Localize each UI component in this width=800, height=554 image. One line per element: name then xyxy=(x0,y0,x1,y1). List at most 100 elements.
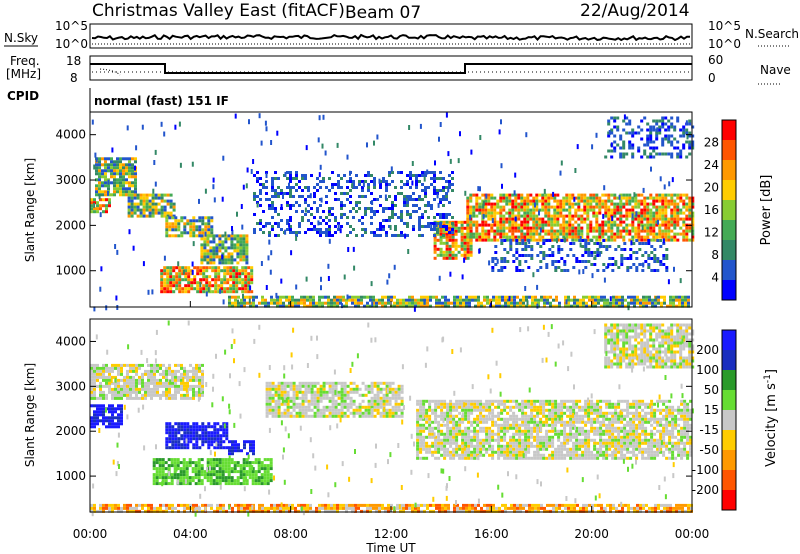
velocity-cell xyxy=(102,393,105,397)
power-cell xyxy=(589,196,593,200)
power-cell xyxy=(232,269,236,273)
power-cell xyxy=(175,281,179,285)
velocity-cell xyxy=(219,437,223,441)
power-cell xyxy=(673,205,677,209)
power-cell xyxy=(640,217,644,221)
power-cell xyxy=(504,295,507,299)
power-cell xyxy=(295,201,298,204)
power-cell xyxy=(331,213,334,216)
power-cell xyxy=(619,134,623,138)
power-speckle xyxy=(439,122,442,127)
velocity-cell xyxy=(195,372,198,376)
power-cell xyxy=(99,198,102,202)
power-cell xyxy=(664,238,668,242)
power-cell xyxy=(184,284,188,288)
power-cell xyxy=(520,214,524,218)
velocity-cell xyxy=(603,506,606,510)
power-cell xyxy=(291,301,294,305)
velocity-cell xyxy=(183,431,187,435)
power-cell xyxy=(628,119,632,123)
power-cell xyxy=(381,304,384,308)
power-cell xyxy=(557,260,561,263)
power-cell xyxy=(547,208,551,212)
velocity-cell xyxy=(579,509,582,513)
power-cell xyxy=(586,199,590,203)
velocity-cell xyxy=(429,509,432,513)
power-cell xyxy=(163,284,167,288)
velocity-cell xyxy=(96,410,99,414)
velocity-cell xyxy=(192,443,196,447)
velocity-cell xyxy=(212,470,216,474)
power-cell xyxy=(420,298,423,302)
power-cell xyxy=(232,275,236,279)
velocity-cell xyxy=(231,452,234,456)
power-cell xyxy=(448,226,452,230)
velocity-cell xyxy=(471,509,474,513)
power-cell xyxy=(658,125,662,129)
velocity-cell xyxy=(180,393,183,397)
power-cell xyxy=(165,216,169,220)
power-cell xyxy=(307,219,310,222)
power-cell xyxy=(501,295,504,299)
power-cell xyxy=(532,202,536,206)
power-cell xyxy=(207,225,211,229)
power-cell xyxy=(160,199,164,203)
velocity-cell xyxy=(165,390,168,394)
velocity-cell xyxy=(243,509,246,513)
velocity-cell xyxy=(207,434,211,438)
power-cell xyxy=(270,301,273,305)
power-cell xyxy=(560,239,564,242)
power-cell xyxy=(277,213,280,216)
power-cell xyxy=(245,258,249,262)
power-cell xyxy=(682,125,686,129)
velocity-cell xyxy=(248,464,252,468)
velocity-cell xyxy=(411,503,414,507)
power-cell xyxy=(439,201,442,204)
power-cell xyxy=(379,204,382,207)
power-cell xyxy=(412,192,415,195)
power-cell xyxy=(312,301,315,305)
power-cell xyxy=(265,192,268,195)
power-cell xyxy=(95,172,98,176)
power-cell xyxy=(634,226,638,230)
power-cell xyxy=(430,228,433,231)
power-cell xyxy=(122,190,125,194)
power-cell xyxy=(327,295,330,299)
power-cell xyxy=(442,213,445,216)
power-cell xyxy=(183,216,187,220)
power-speckle xyxy=(265,285,268,290)
power-cell xyxy=(550,196,554,200)
power-cell xyxy=(339,301,342,305)
power-speckle xyxy=(539,227,542,233)
velocity-cell xyxy=(168,396,171,400)
velocity-cell xyxy=(114,363,117,367)
velocity-cell xyxy=(195,369,198,373)
power-cell xyxy=(212,255,216,259)
velocity-cell xyxy=(612,503,615,507)
power-cell xyxy=(538,217,542,221)
velocity-cell xyxy=(159,503,162,507)
velocity-cell xyxy=(120,410,123,414)
velocity-cell xyxy=(537,503,540,507)
power-cell xyxy=(142,214,146,218)
power-speckle xyxy=(191,161,194,167)
power-cell xyxy=(192,228,196,232)
power-cell xyxy=(99,207,102,211)
velocity-cell xyxy=(468,503,471,507)
power-cell xyxy=(552,298,555,302)
power-cell xyxy=(607,238,611,242)
power-cell xyxy=(565,202,569,206)
power-cell xyxy=(217,290,221,294)
velocity-cell xyxy=(201,422,205,426)
power-cell xyxy=(625,208,629,212)
power-cell xyxy=(177,222,181,226)
velocity-cell xyxy=(684,503,687,507)
power-cell xyxy=(116,181,119,185)
power-cell xyxy=(230,252,234,256)
power-cell xyxy=(128,157,131,161)
velocity-cell xyxy=(416,402,420,406)
power-cell xyxy=(469,229,473,233)
power-cell xyxy=(646,143,650,147)
power-cell xyxy=(169,275,173,279)
velocity-cell xyxy=(168,384,171,388)
